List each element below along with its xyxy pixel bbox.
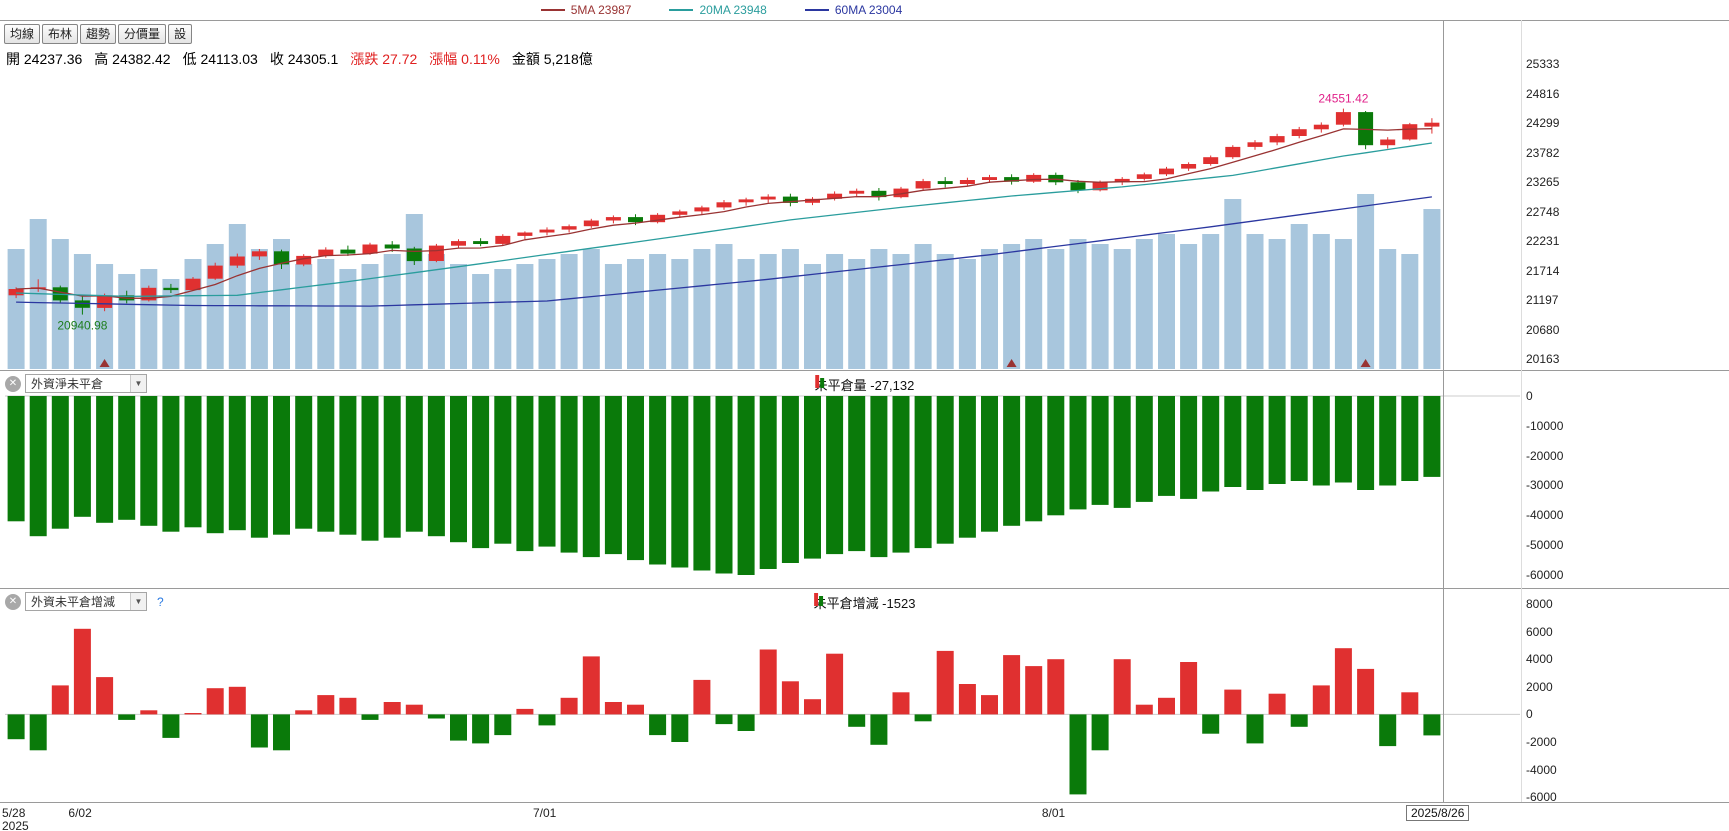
svg-text:20940.98: 20940.98 — [57, 319, 107, 333]
chevron-down-icon: ▼ — [130, 593, 146, 610]
oi-bars-icon — [814, 375, 824, 388]
main-chart-panel: 20940.98 24551.42 均線 布林 趨勢 分價量設 開 24237.36 高 … — [0, 20, 1729, 371]
axis-tick-label: 20163 — [1526, 352, 1560, 366]
ohlc-amount: 金額 5,218億 — [511, 51, 593, 67]
chevron-down-icon: ▼ — [130, 375, 146, 392]
ohlc-close: 收 24305.1 — [269, 51, 339, 67]
oi-panel-header: ✕ 外資淨未平倉 ▼ — [5, 374, 147, 393]
axis-tick-label: 22748 — [1526, 204, 1560, 219]
ohlc-change: 漲跌 27.72 — [350, 51, 418, 67]
cursor-line — [1443, 20, 1444, 802]
axis-tick-label: -6000 — [1526, 790, 1557, 805]
oic-panel-header: ✕ 外資未平倉增減 ▼ ? — [5, 592, 164, 611]
tab-moving-average[interactable]: 均線 — [4, 24, 41, 44]
axis-tick-label: -20000 — [1526, 448, 1564, 463]
oi-change-chart[interactable] — [0, 589, 1729, 803]
legend-label: 60MA 23004 — [834, 3, 903, 17]
legend-label: 20MA 23948 — [699, 3, 767, 17]
axis-tick-label: 6000 — [1526, 624, 1553, 639]
oic-title-label: 未平倉增減 -1523 — [813, 596, 916, 611]
time-axis: 2025 2025/8/26 5/28 6/02 7/01 8/01 — [0, 802, 1729, 831]
tab-volume-by-price[interactable]: 分價量 — [118, 24, 167, 44]
help-icon[interactable]: ? — [157, 594, 164, 609]
axis-tick-label: 21714 — [1526, 263, 1560, 278]
ma-line-swatch — [669, 9, 694, 11]
ma-line-swatch — [804, 9, 829, 11]
axis-tick-label: 24299 — [1526, 116, 1560, 130]
oi-indicator-dropdown[interactable]: 外資淨未平倉 ▼ — [25, 374, 147, 393]
axis-tick-label: -50000 — [1526, 538, 1564, 553]
chart-tabs: 均線 布林 趨勢 分價量設 — [4, 24, 193, 44]
x-axis-label: 5/28 — [2, 806, 26, 820]
ma-legend: 5MA 23987 20MA 23948 60MA 23004 — [0, 0, 1443, 20]
ohlc-info: 開 24237.36 高 24382.42 低 24113.03 收 24305.1 漲… — [6, 49, 605, 69]
legend-item-60ma: 60MA 23004 — [804, 3, 903, 17]
axis-tick-label: 22231 — [1526, 234, 1560, 248]
candlestick-chart[interactable]: 20940.98 24551.42 — [0, 21, 1729, 371]
ohlc-change-pct: 漲幅 0.11% — [429, 51, 500, 67]
svg-text:24551.42: 24551.42 — [1318, 92, 1368, 106]
legend-label: 5MA 23987 — [570, 3, 632, 17]
tab-trend[interactable]: 趨勢 — [80, 24, 117, 44]
axis-divider — [1521, 20, 1522, 802]
axis-tick-label: 20680 — [1526, 322, 1560, 337]
oic-title: 未平倉增減 -1523 — [813, 593, 916, 612]
x-axis-label: 6/02 — [68, 806, 92, 820]
axis-tick-label: 21197 — [1526, 293, 1559, 307]
axis-tick-label: 24816 — [1526, 86, 1560, 101]
ma-line-swatch — [540, 9, 565, 11]
axis-tick-label: -40000 — [1526, 508, 1564, 523]
axis-tick-label: 0 — [1526, 707, 1533, 722]
axis-tick-label: 0 — [1526, 389, 1533, 403]
year-label: 2025 — [2, 819, 29, 831]
oi-title-label: 未平倉量 -27,132 — [814, 378, 915, 393]
x-axis-label: 8/01 — [1041, 806, 1066, 820]
open-interest-chart[interactable] — [0, 371, 1729, 589]
close-icon[interactable]: ✕ — [5, 593, 21, 610]
axis-tick-label: 23782 — [1526, 145, 1560, 160]
oic-dropdown-label: 外資未平倉增減 — [31, 595, 116, 609]
axis-tick-label: 2000 — [1526, 679, 1553, 694]
axis-tick-label: -4000 — [1526, 762, 1557, 777]
end-date-label: 2025/8/26 — [1406, 805, 1470, 821]
tab-bollinger[interactable]: 布林 — [42, 24, 79, 44]
axis-tick-label: 25333 — [1526, 57, 1560, 71]
ohlc-high: 高 24382.42 — [94, 51, 171, 67]
legend-item-20ma: 20MA 23948 — [669, 3, 767, 17]
ohlc-open: 開 24237.36 — [6, 51, 83, 67]
oi-dropdown-label: 外資淨未平倉 — [31, 377, 104, 391]
ohlc-low: 低 24113.03 — [182, 51, 258, 67]
axis-tick-label: -60000 — [1526, 567, 1564, 582]
legend-item-5ma: 5MA 23987 — [540, 3, 632, 17]
axis-tick-label: 8000 — [1526, 597, 1553, 611]
tab-settings[interactable]: 設 — [168, 24, 193, 44]
axis-tick-label: 4000 — [1526, 652, 1553, 667]
close-icon[interactable]: ✕ — [5, 375, 21, 392]
axis-tick-label: -10000 — [1526, 418, 1564, 433]
oi-title: 未平倉量 -27,132 — [814, 375, 915, 394]
axis-tick-label: 23265 — [1526, 175, 1560, 189]
x-axis-label: 7/01 — [533, 806, 557, 820]
axis-tick-label: -30000 — [1526, 478, 1564, 493]
open-interest-panel: ✕ 外資淨未平倉 ▼ 未平倉量 -27,132 0 -10000 -20000 -30… — [0, 370, 1729, 589]
axis-tick-label: -2000 — [1526, 735, 1557, 749]
oic-indicator-dropdown[interactable]: 外資未平倉增減 ▼ — [25, 592, 147, 611]
oi-change-panel: ✕ 外資未平倉增減 ▼ ? 未平倉增減 -1523 8000 6000 4000 20… — [0, 588, 1729, 805]
oic-bars-icon — [813, 593, 823, 606]
